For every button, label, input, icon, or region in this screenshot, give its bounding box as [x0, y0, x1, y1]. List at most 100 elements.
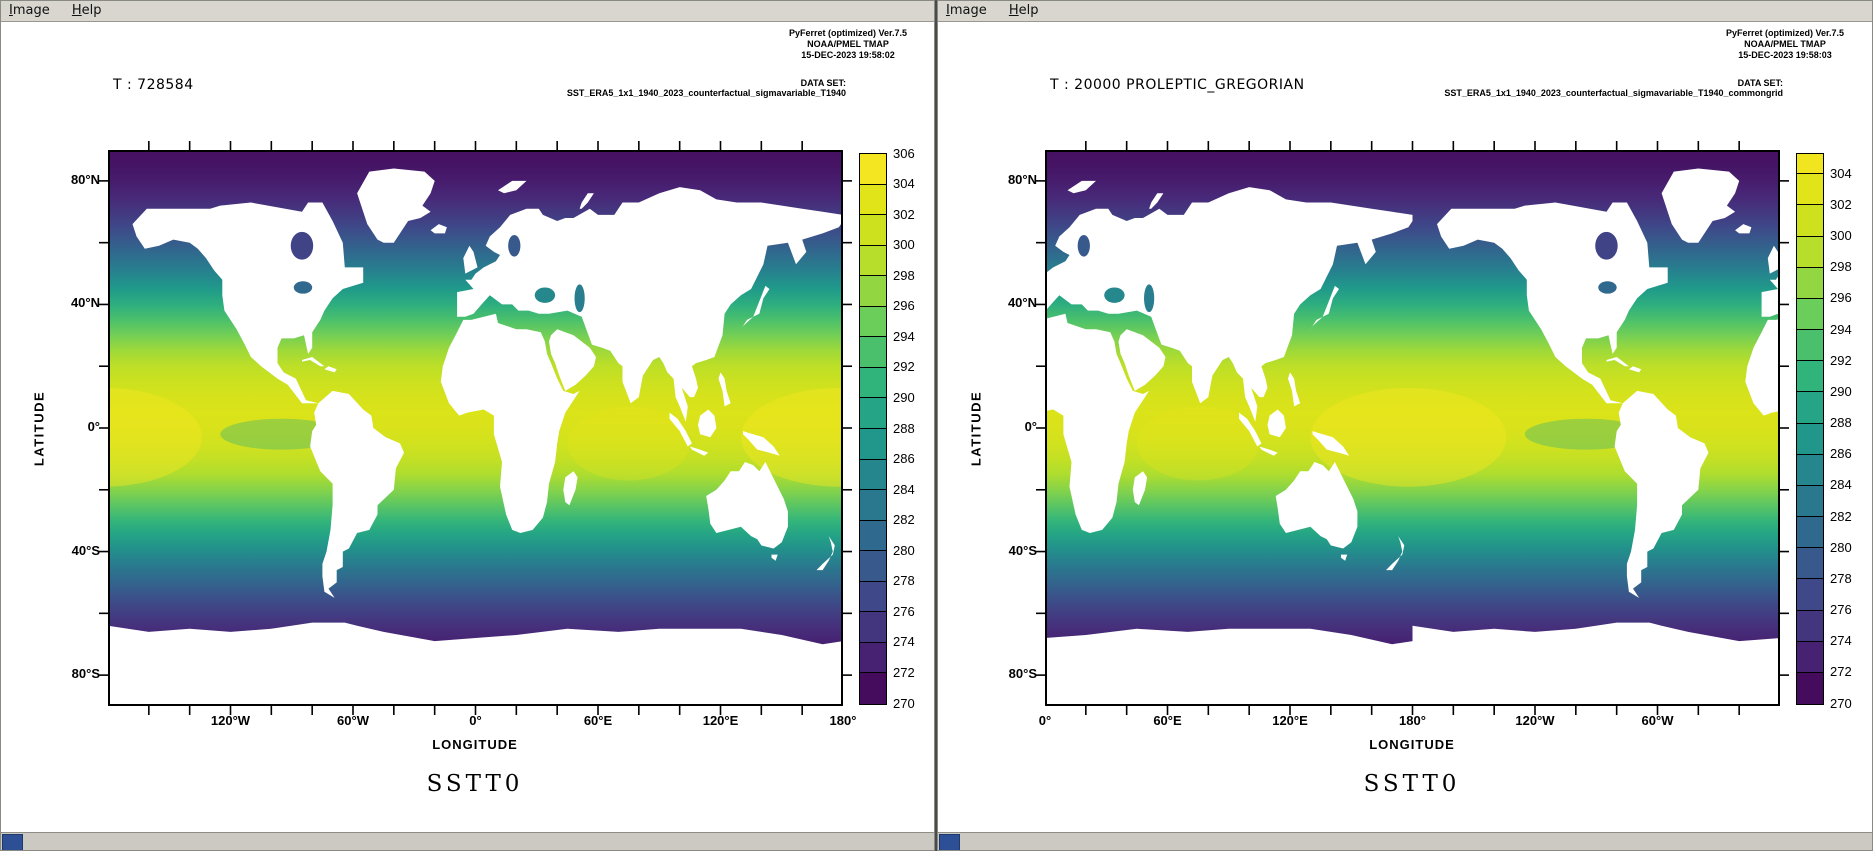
y-tick-label: 80°S [1008, 666, 1037, 682]
sst-feature-highlight [567, 406, 690, 481]
colorbar-cell [860, 673, 886, 704]
map-plot-area [99, 141, 852, 715]
land-shape [1606, 357, 1629, 367]
land-shape [440, 313, 580, 533]
x-tick-label: 120°E [1272, 713, 1308, 728]
colorbar-tick-label: 290 [893, 389, 915, 405]
land-shape [1614, 390, 1709, 598]
land-shape [738, 285, 770, 333]
colorbar-cell [1797, 423, 1823, 455]
colorbar-cell [860, 642, 886, 674]
dataset-name: SST_ERA5_1x1_1940_2023_counterfactual_si… [566, 88, 846, 98]
land-shape [718, 372, 731, 407]
colorbar-tick-label: 270 [1830, 695, 1852, 711]
colorbar-tick-label: 298 [1830, 259, 1852, 275]
y-tick-label: 40°N [70, 295, 100, 311]
colorbar-tick-label: 280 [1830, 539, 1852, 555]
land-shape [108, 187, 843, 422]
colorbar-cell [860, 398, 886, 429]
colorbar-tick-label: 300 [1830, 228, 1852, 244]
colorbar-cell [1797, 579, 1823, 611]
land-shape [1312, 431, 1350, 456]
colorbar-tick-label: 284 [893, 481, 915, 497]
land-shape [108, 622, 843, 706]
land-shape [816, 536, 835, 571]
colorbar-cell [1797, 672, 1823, 704]
colorbar-tick-label: 288 [893, 420, 915, 436]
land-shape [1735, 224, 1752, 234]
land-shape [324, 366, 337, 373]
land-shape [1386, 536, 1405, 571]
colorbar-tick-label: 292 [893, 359, 915, 375]
land-shape [498, 180, 527, 194]
colorbar-cell [860, 490, 886, 521]
colorbar-cell [1797, 236, 1823, 268]
pyferret-window-left: Image Help T : 728584 PyFerret (optimize… [0, 0, 935, 851]
map-frame [1045, 150, 1780, 706]
colorbar-tick-label: 284 [1830, 477, 1852, 493]
horizontal-scrollbar[interactable] [1, 832, 934, 850]
x-tick-label: 60°W [1641, 713, 1674, 728]
colorbar-tick-label: 296 [1830, 290, 1852, 306]
horizontal-scrollbar[interactable] [938, 832, 1872, 850]
land-shape [463, 245, 478, 274]
land-shape [1288, 372, 1301, 407]
dataset-info: DATA SET: SST_ERA5_1x1_1940_2023_counter… [1320, 78, 1783, 98]
colorbar-tick-label: 276 [1830, 602, 1852, 617]
x-tick-label: 120°E [702, 713, 739, 728]
colorbar [1796, 153, 1824, 705]
colorbar-cell [1797, 298, 1823, 331]
inland-sea [534, 287, 556, 303]
axis-tick-marks [99, 141, 852, 715]
colorbar-tick-label: 282 [1830, 508, 1852, 524]
land-shape [579, 193, 594, 209]
dataset-info: DATA SET: SST_ERA5_1x1_1940_2023_counter… [383, 78, 846, 98]
colorbar-cell [860, 337, 886, 368]
colorbar-cell [1797, 454, 1823, 486]
x-tick-label: 180° [1399, 713, 1426, 728]
land-shape [1239, 412, 1262, 447]
map-frame [108, 150, 843, 706]
inland-sea [508, 234, 521, 257]
menu-help[interactable]: Help [71, 3, 102, 18]
world-sst-map [99, 141, 852, 715]
sst-feature-highlight [108, 387, 202, 487]
colorbar-cell [1797, 174, 1823, 206]
menu-image[interactable]: Image [946, 3, 987, 18]
dataset-label: DATA SET: [1737, 78, 1783, 88]
y-tick-label: 0° [87, 419, 100, 434]
dataset-name: SST_ERA5_1x1_1940_2023_counterfactual_si… [1444, 88, 1783, 98]
time-step-title: T : 728584 [113, 77, 194, 93]
colorbar-cell [1797, 548, 1823, 580]
land-shape [1341, 554, 1348, 561]
time-step-title: T : 20000 PROLEPTIC_GREGORIAN [1050, 77, 1305, 93]
land-shape [1045, 622, 1780, 706]
inland-sea [1104, 287, 1125, 303]
inland-sea [1598, 281, 1617, 294]
colorbar-cell [860, 429, 886, 460]
axis-tick-marks [1036, 141, 1789, 715]
sst-feature-highlight [1310, 387, 1507, 487]
colorbar-cell [1797, 361, 1823, 393]
colorbar-cell [1797, 267, 1823, 299]
colorbar-tick-label: 270 [893, 695, 915, 711]
land-shape [771, 554, 778, 561]
colorbar-cell [860, 154, 886, 185]
menubar: Image Help [938, 1, 1872, 22]
menu-help[interactable]: Help [1008, 3, 1039, 18]
scrollbar-thumb[interactable] [939, 834, 960, 850]
colorbar-cell [860, 184, 886, 216]
inland-sea [293, 281, 313, 294]
colorbar-tick-label: 306 [893, 145, 915, 161]
colorbar-cell [860, 581, 886, 613]
colorbar-tick-label: 278 [893, 573, 915, 589]
variable-title: SSTT0 [426, 771, 524, 797]
land-shape [1259, 446, 1278, 456]
inland-sea [574, 284, 585, 313]
scrollbar-thumb[interactable] [2, 834, 23, 850]
credit-line-timestamp: 15-DEC-2023 19:58:03 [1738, 50, 1832, 60]
land-shape [549, 329, 596, 391]
map-data-layer [108, 150, 843, 706]
menu-image[interactable]: Image [9, 3, 50, 18]
